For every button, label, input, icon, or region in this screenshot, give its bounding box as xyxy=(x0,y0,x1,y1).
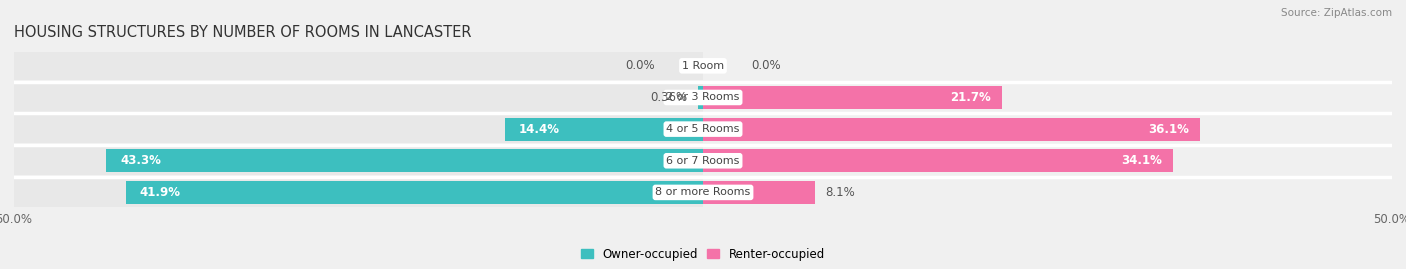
Bar xyxy=(703,86,1002,109)
Bar xyxy=(703,118,1201,140)
Text: 21.7%: 21.7% xyxy=(950,91,991,104)
Bar xyxy=(505,118,703,140)
Bar xyxy=(107,149,703,172)
Bar xyxy=(14,52,703,80)
Text: 4 or 5 Rooms: 4 or 5 Rooms xyxy=(666,124,740,134)
Text: 8.1%: 8.1% xyxy=(825,186,855,199)
Bar xyxy=(14,83,703,112)
Bar xyxy=(14,147,703,175)
Text: 0.0%: 0.0% xyxy=(751,59,780,72)
Text: 43.3%: 43.3% xyxy=(120,154,162,167)
Bar xyxy=(697,86,703,109)
Text: 0.0%: 0.0% xyxy=(626,59,655,72)
Text: 6 or 7 Rooms: 6 or 7 Rooms xyxy=(666,156,740,166)
Bar xyxy=(125,181,703,204)
Text: Source: ZipAtlas.com: Source: ZipAtlas.com xyxy=(1281,8,1392,18)
Text: 1 Room: 1 Room xyxy=(682,61,724,71)
Bar xyxy=(14,115,703,143)
Bar xyxy=(703,181,814,204)
Text: 2 or 3 Rooms: 2 or 3 Rooms xyxy=(666,93,740,102)
Text: 41.9%: 41.9% xyxy=(139,186,180,199)
Text: 14.4%: 14.4% xyxy=(519,123,560,136)
Text: 34.1%: 34.1% xyxy=(1121,154,1161,167)
Bar xyxy=(14,178,703,207)
Text: 36.1%: 36.1% xyxy=(1149,123,1189,136)
Bar xyxy=(703,149,1173,172)
Legend: Owner-occupied, Renter-occupied: Owner-occupied, Renter-occupied xyxy=(576,243,830,265)
Text: 0.36%: 0.36% xyxy=(650,91,688,104)
Text: HOUSING STRUCTURES BY NUMBER OF ROOMS IN LANCASTER: HOUSING STRUCTURES BY NUMBER OF ROOMS IN… xyxy=(14,25,471,40)
Text: 8 or more Rooms: 8 or more Rooms xyxy=(655,187,751,197)
